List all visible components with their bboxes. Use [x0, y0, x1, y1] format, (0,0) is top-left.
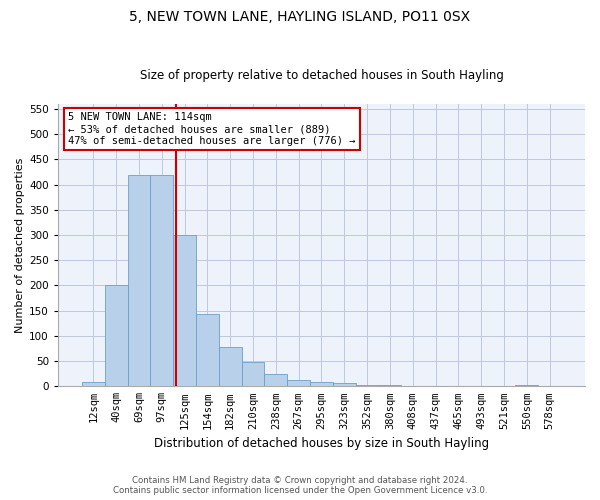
Text: 5 NEW TOWN LANE: 114sqm
← 53% of detached houses are smaller (889)
47% of semi-d: 5 NEW TOWN LANE: 114sqm ← 53% of detache…: [68, 112, 356, 146]
Bar: [128, 174, 151, 386]
Bar: [333, 384, 356, 386]
Bar: [219, 348, 242, 387]
Text: 5, NEW TOWN LANE, HAYLING ISLAND, PO11 0SX: 5, NEW TOWN LANE, HAYLING ISLAND, PO11 0…: [130, 10, 470, 24]
Bar: [151, 174, 173, 386]
Title: Size of property relative to detached houses in South Hayling: Size of property relative to detached ho…: [140, 69, 503, 82]
Text: Contains HM Land Registry data © Crown copyright and database right 2024.
Contai: Contains HM Land Registry data © Crown c…: [113, 476, 487, 495]
Bar: [105, 286, 128, 386]
X-axis label: Distribution of detached houses by size in South Hayling: Distribution of detached houses by size …: [154, 437, 489, 450]
Bar: [265, 374, 287, 386]
Bar: [356, 385, 379, 386]
Y-axis label: Number of detached properties: Number of detached properties: [15, 158, 25, 333]
Bar: [82, 382, 105, 386]
Bar: [173, 235, 196, 386]
Bar: [242, 362, 265, 386]
Bar: [196, 314, 219, 386]
Bar: [310, 382, 333, 386]
Bar: [287, 380, 310, 386]
